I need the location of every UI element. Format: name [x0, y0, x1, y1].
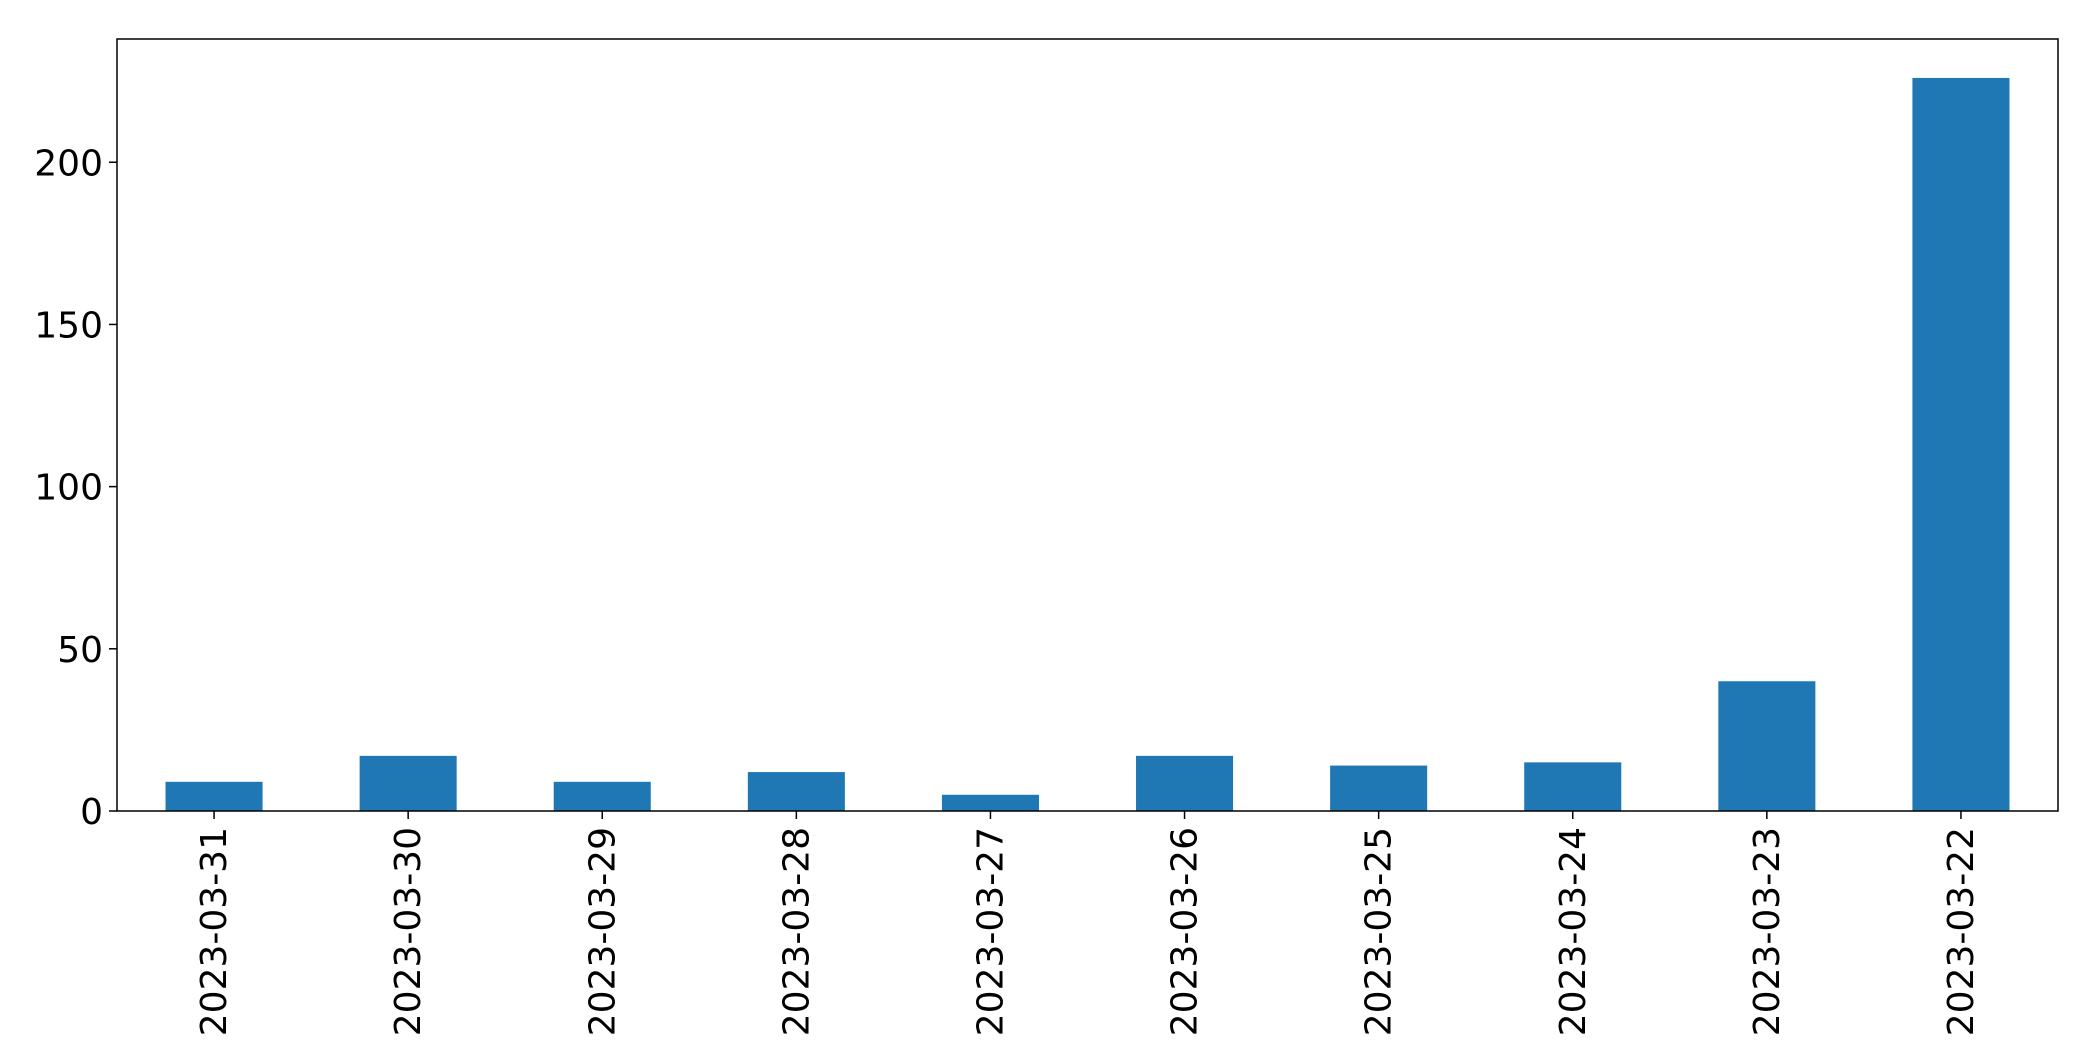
bar-2023-03-31	[165, 781, 263, 811]
bar-2023-03-22	[1912, 77, 2010, 811]
x-tick-label: 2023-03-24	[1553, 827, 1594, 1036]
y-tick-label: 200	[34, 143, 103, 184]
x-tick-label: 2023-03-25	[1359, 827, 1400, 1036]
bar-2023-03-27	[941, 794, 1039, 811]
bar-2023-03-30	[359, 755, 457, 811]
plot-frame	[116, 38, 2059, 812]
x-axis: 2023-03-31 2023-03-30 2023-03-29 2023-03-28…	[194, 811, 1982, 1036]
y-tick-label: 100	[34, 468, 103, 509]
x-tick-label: 2023-03-29	[582, 827, 623, 1036]
y-tick-label: 50	[57, 630, 103, 671]
bar-2023-03-23	[1718, 681, 1816, 811]
x-tick-label: 2023-03-30	[388, 827, 429, 1036]
y-axis: 0 50 100 150 200	[34, 143, 117, 833]
y-tick-label: 150	[34, 305, 103, 346]
x-tick-label: 2023-03-22	[1941, 827, 1982, 1036]
bar-2023-03-28	[747, 772, 845, 811]
x-tick-label: 2023-03-27	[970, 827, 1011, 1036]
y-tick-label: 0	[80, 792, 103, 833]
bar-2023-03-26	[1136, 755, 1234, 811]
x-tick-label: 2023-03-23	[1747, 827, 1788, 1036]
x-tick-label: 2023-03-31	[194, 827, 235, 1036]
x-tick-label: 2023-03-28	[776, 827, 817, 1036]
bar-2023-03-25	[1330, 765, 1428, 811]
bar-2023-03-29	[553, 781, 651, 811]
bar-2023-03-24	[1524, 762, 1622, 811]
x-tick-label: 2023-03-26	[1165, 827, 1206, 1036]
bars-group	[165, 77, 2010, 811]
